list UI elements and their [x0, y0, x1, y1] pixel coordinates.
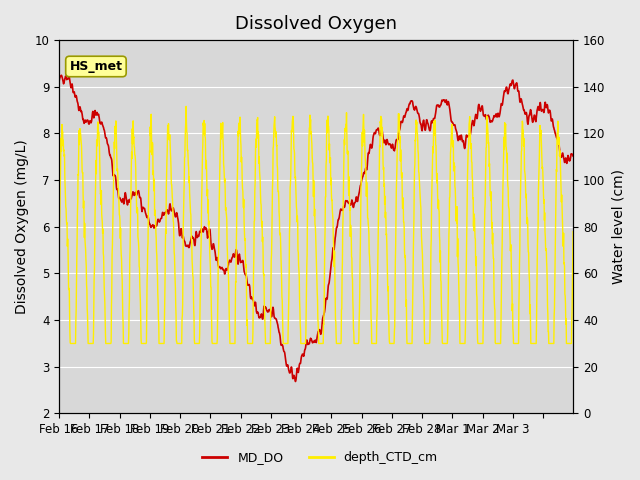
Legend: MD_DO, depth_CTD_cm: MD_DO, depth_CTD_cm	[197, 446, 443, 469]
Y-axis label: Dissolved Oxygen (mg/L): Dissolved Oxygen (mg/L)	[15, 139, 29, 314]
Title: Dissolved Oxygen: Dissolved Oxygen	[236, 15, 397, 33]
Y-axis label: Water level (cm): Water level (cm)	[611, 169, 625, 284]
Text: HS_met: HS_met	[69, 60, 122, 73]
